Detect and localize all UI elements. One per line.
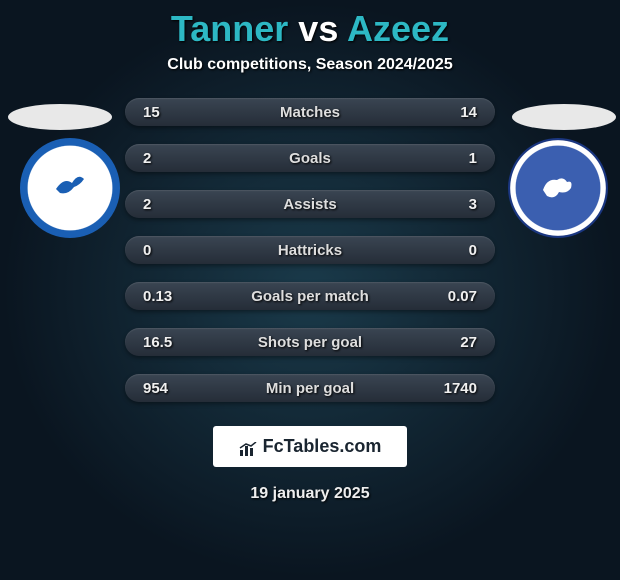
comparison-body: 15 Matches 14 2 Goals 1 2 Assists 3 0 Ha…	[0, 98, 620, 503]
player1-name: Tanner	[171, 8, 288, 49]
stat-right-value: 1	[469, 150, 477, 167]
stats-list: 15 Matches 14 2 Goals 1 2 Assists 3 0 Ha…	[125, 98, 495, 402]
brand-badge[interactable]: FcTables.com	[213, 426, 408, 467]
footer-date: 19 january 2025	[0, 485, 620, 503]
stat-label: Hattricks	[278, 242, 342, 259]
stat-row-goals: 2 Goals 1	[125, 144, 495, 172]
brand-text: FcTables.com	[263, 436, 382, 457]
stat-left-value: 954	[143, 380, 168, 397]
stat-label: Min per goal	[266, 380, 354, 397]
stat-left-value: 0.13	[143, 288, 172, 305]
stat-row-hattricks: 0 Hattricks 0	[125, 236, 495, 264]
stat-label: Matches	[280, 104, 340, 121]
shadow-oval-left	[8, 104, 112, 130]
stat-row-assists: 2 Assists 3	[125, 190, 495, 218]
footer: FcTables.com 19 january 2025	[0, 426, 620, 503]
stat-row-min-per-goal: 954 Min per goal 1740	[125, 374, 495, 402]
stat-row-shots-per-goal: 16.5 Shots per goal 27	[125, 328, 495, 356]
club-crest-left	[20, 138, 120, 238]
shadow-oval-right	[512, 104, 616, 130]
stat-left-value: 2	[143, 196, 151, 213]
stat-left-value: 0	[143, 242, 151, 259]
lion-icon	[533, 160, 583, 217]
stat-label: Goals per match	[251, 288, 369, 305]
comparison-header: Tanner vs Azeez Club competitions, Seaso…	[0, 0, 620, 74]
stat-left-value: 16.5	[143, 334, 172, 351]
stat-row-goals-per-match: 0.13 Goals per match 0.07	[125, 282, 495, 310]
stat-right-value: 0.07	[448, 288, 477, 305]
stat-label: Shots per goal	[258, 334, 362, 351]
stat-label: Assists	[283, 196, 336, 213]
vs-separator: vs	[298, 8, 338, 49]
chart-icon	[239, 440, 257, 454]
bird-icon	[48, 163, 92, 214]
stat-left-value: 15	[143, 104, 160, 121]
stat-left-value: 2	[143, 150, 151, 167]
page-title: Tanner vs Azeez	[0, 8, 620, 50]
stat-right-value: 14	[460, 104, 477, 121]
subtitle: Club competitions, Season 2024/2025	[0, 56, 620, 74]
player2-name: Azeez	[347, 8, 449, 49]
stat-right-value: 0	[469, 242, 477, 259]
stat-right-value: 27	[460, 334, 477, 351]
stat-right-value: 1740	[444, 380, 477, 397]
stat-label: Goals	[289, 150, 331, 167]
club-crest-right	[508, 138, 608, 238]
stat-right-value: 3	[469, 196, 477, 213]
stat-row-matches: 15 Matches 14	[125, 98, 495, 126]
